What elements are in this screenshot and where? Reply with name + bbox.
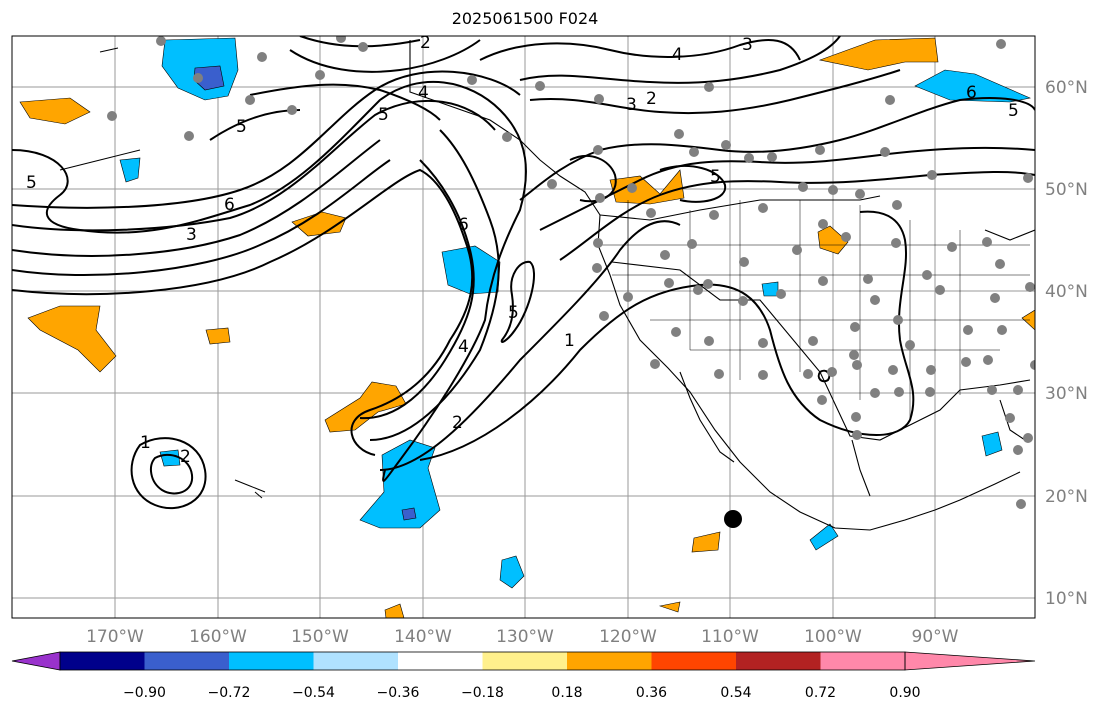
contour-label: 1 [564, 331, 575, 351]
shade-gulf-mex-blue [981, 431, 1003, 457]
colorbar-tick-label: 0.90 [889, 685, 920, 701]
shade-pacific-orange-1 [27, 305, 117, 373]
shade-small-1 [205, 327, 231, 345]
longitude-labels: 170°W 160°W 150°W 140°W 130°W 120°W 110°… [86, 627, 959, 647]
shade-small-7 [658, 601, 681, 613]
lon-label: 170°W [86, 627, 144, 647]
contour-label: 6 [458, 215, 469, 235]
contour-label: 4 [458, 337, 469, 357]
shaded-anomalies [19, 37, 1035, 618]
colorbar-segment [651, 652, 736, 670]
contour-label: 2 [646, 89, 657, 109]
contour-label: 5 [508, 303, 519, 323]
colorbar-left-arrow [11, 651, 61, 671]
state-borders [600, 200, 1030, 420]
colorbar-tick-label: −0.54 [292, 685, 335, 701]
shade-mexico-orange [691, 531, 721, 553]
colorbar-tick-label: −0.90 [123, 685, 166, 701]
colorbar-segment [60, 652, 145, 670]
colorbar-tick-label: 0.72 [805, 685, 836, 701]
lon-label: 90°W [912, 627, 959, 647]
contour-label: 4 [672, 45, 683, 65]
shade-small-3 [119, 157, 141, 183]
contour-label-group: 2 4 3 2 3 5 4 5 6 5 6 5 3 6 5 4 2 1 5 1 … [26, 33, 1019, 467]
contour-label: 3 [186, 225, 197, 245]
marker-large [724, 510, 742, 528]
colorbar-tick-label: 0.54 [720, 685, 751, 701]
colorbar-tick-label: 0.36 [636, 685, 667, 701]
shade-small-6 [384, 603, 405, 618]
lat-label: 10°N [1045, 589, 1088, 609]
colorbar-segment [229, 652, 314, 670]
colorbar: −0.90 −0.72 −0.54 −0.36 −0.18 0.18 0.36 … [11, 651, 1036, 701]
colorbar-segment [398, 652, 483, 670]
lon-label: 120°W [599, 627, 657, 647]
contour-label: 3 [626, 95, 637, 115]
colorbar-tick-label: −0.18 [461, 685, 504, 701]
map-frame [11, 35, 1036, 619]
station-dots [107, 36, 1035, 509]
latitude-labels: 60°N 50°N 40°N 30°N 20°N 10°N [1045, 78, 1088, 609]
colorbar-segment [482, 652, 567, 670]
map-area [12, 36, 1035, 618]
lat-label: 30°N [1045, 384, 1088, 404]
shade-mexico-blue [809, 523, 839, 551]
shade-south-blue [499, 555, 525, 589]
colorbar-segment [820, 652, 905, 670]
coastlines [409, 40, 1035, 531]
lon-label: 160°W [189, 627, 247, 647]
contour-label: 5 [236, 117, 247, 137]
map-title: 2025061500 F024 [451, 9, 599, 28]
contour-label: 3 [742, 35, 753, 55]
shade-canada-orange [818, 37, 939, 71]
shade-small-5 [761, 281, 779, 297]
colorbar-tick-label: 0.18 [551, 685, 582, 701]
shade-dakota-orange [817, 225, 849, 255]
lat-label: 40°N [1045, 282, 1088, 302]
shade-bering-orange [19, 97, 91, 125]
contour-label: 5 [710, 167, 721, 187]
colorbar-segment [313, 652, 398, 670]
islands [59, 47, 266, 499]
shade-hawaii-blue [359, 439, 441, 529]
lat-label: 60°N [1045, 78, 1088, 98]
colorbar-segment [567, 652, 652, 670]
contour-label: 1 [140, 433, 151, 453]
contour-label: 5 [1008, 101, 1019, 121]
colorbar-right-arrow [904, 651, 1036, 671]
contour-label: 2 [420, 33, 431, 53]
lon-label: 150°W [291, 627, 349, 647]
contour-label: 5 [378, 105, 389, 125]
lon-label: 130°W [496, 627, 554, 647]
lat-label: 20°N [1045, 487, 1088, 507]
contour-label: 4 [418, 83, 429, 103]
lon-label: 100°W [804, 627, 862, 647]
contour-label: 2 [180, 447, 191, 467]
contour-label: 6 [966, 83, 977, 103]
colorbar-segment [144, 652, 229, 670]
lon-label: 140°W [394, 627, 452, 647]
lon-label: 110°W [701, 627, 759, 647]
colorbar-tick-label: −0.72 [208, 685, 251, 701]
colorbar-segment [736, 652, 821, 670]
contour-label: 2 [452, 413, 463, 433]
shade-hawaii-core [401, 507, 417, 521]
contour-label: 6 [224, 195, 235, 215]
contour-lines [12, 36, 1035, 510]
contour-label: 5 [26, 173, 37, 193]
lat-label: 50°N [1045, 180, 1088, 200]
shade-hudson-blue [914, 69, 1031, 103]
colorbar-tick-label: −0.36 [377, 685, 420, 701]
